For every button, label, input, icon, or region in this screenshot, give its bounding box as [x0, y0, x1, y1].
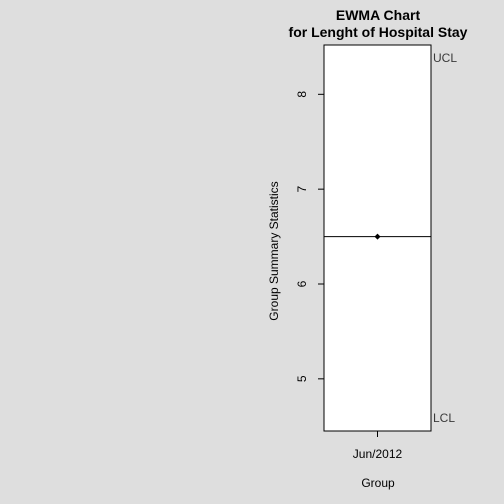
x-axis-label: Group — [361, 476, 395, 490]
x-tick-label: Jun/2012 — [353, 447, 403, 461]
ucl-label: UCL — [433, 51, 457, 65]
y-axis: 5 6 7 8 — [295, 91, 324, 382]
x-axis: Jun/2012 — [353, 431, 403, 461]
chart-title-line-2: for Lenght of Hospital Stay — [289, 24, 468, 40]
y-tick-label: 8 — [295, 91, 309, 98]
data-point — [374, 233, 381, 240]
lcl-label: LCL — [433, 411, 455, 425]
y-tick-label: 7 — [295, 186, 309, 193]
chart-title-line-1: EWMA Chart — [336, 7, 421, 23]
data-points — [374, 233, 381, 240]
y-tick-label: 5 — [295, 375, 309, 382]
y-tick-label: 6 — [295, 280, 309, 287]
y-axis-label: Group Summary Statistics — [267, 181, 281, 320]
